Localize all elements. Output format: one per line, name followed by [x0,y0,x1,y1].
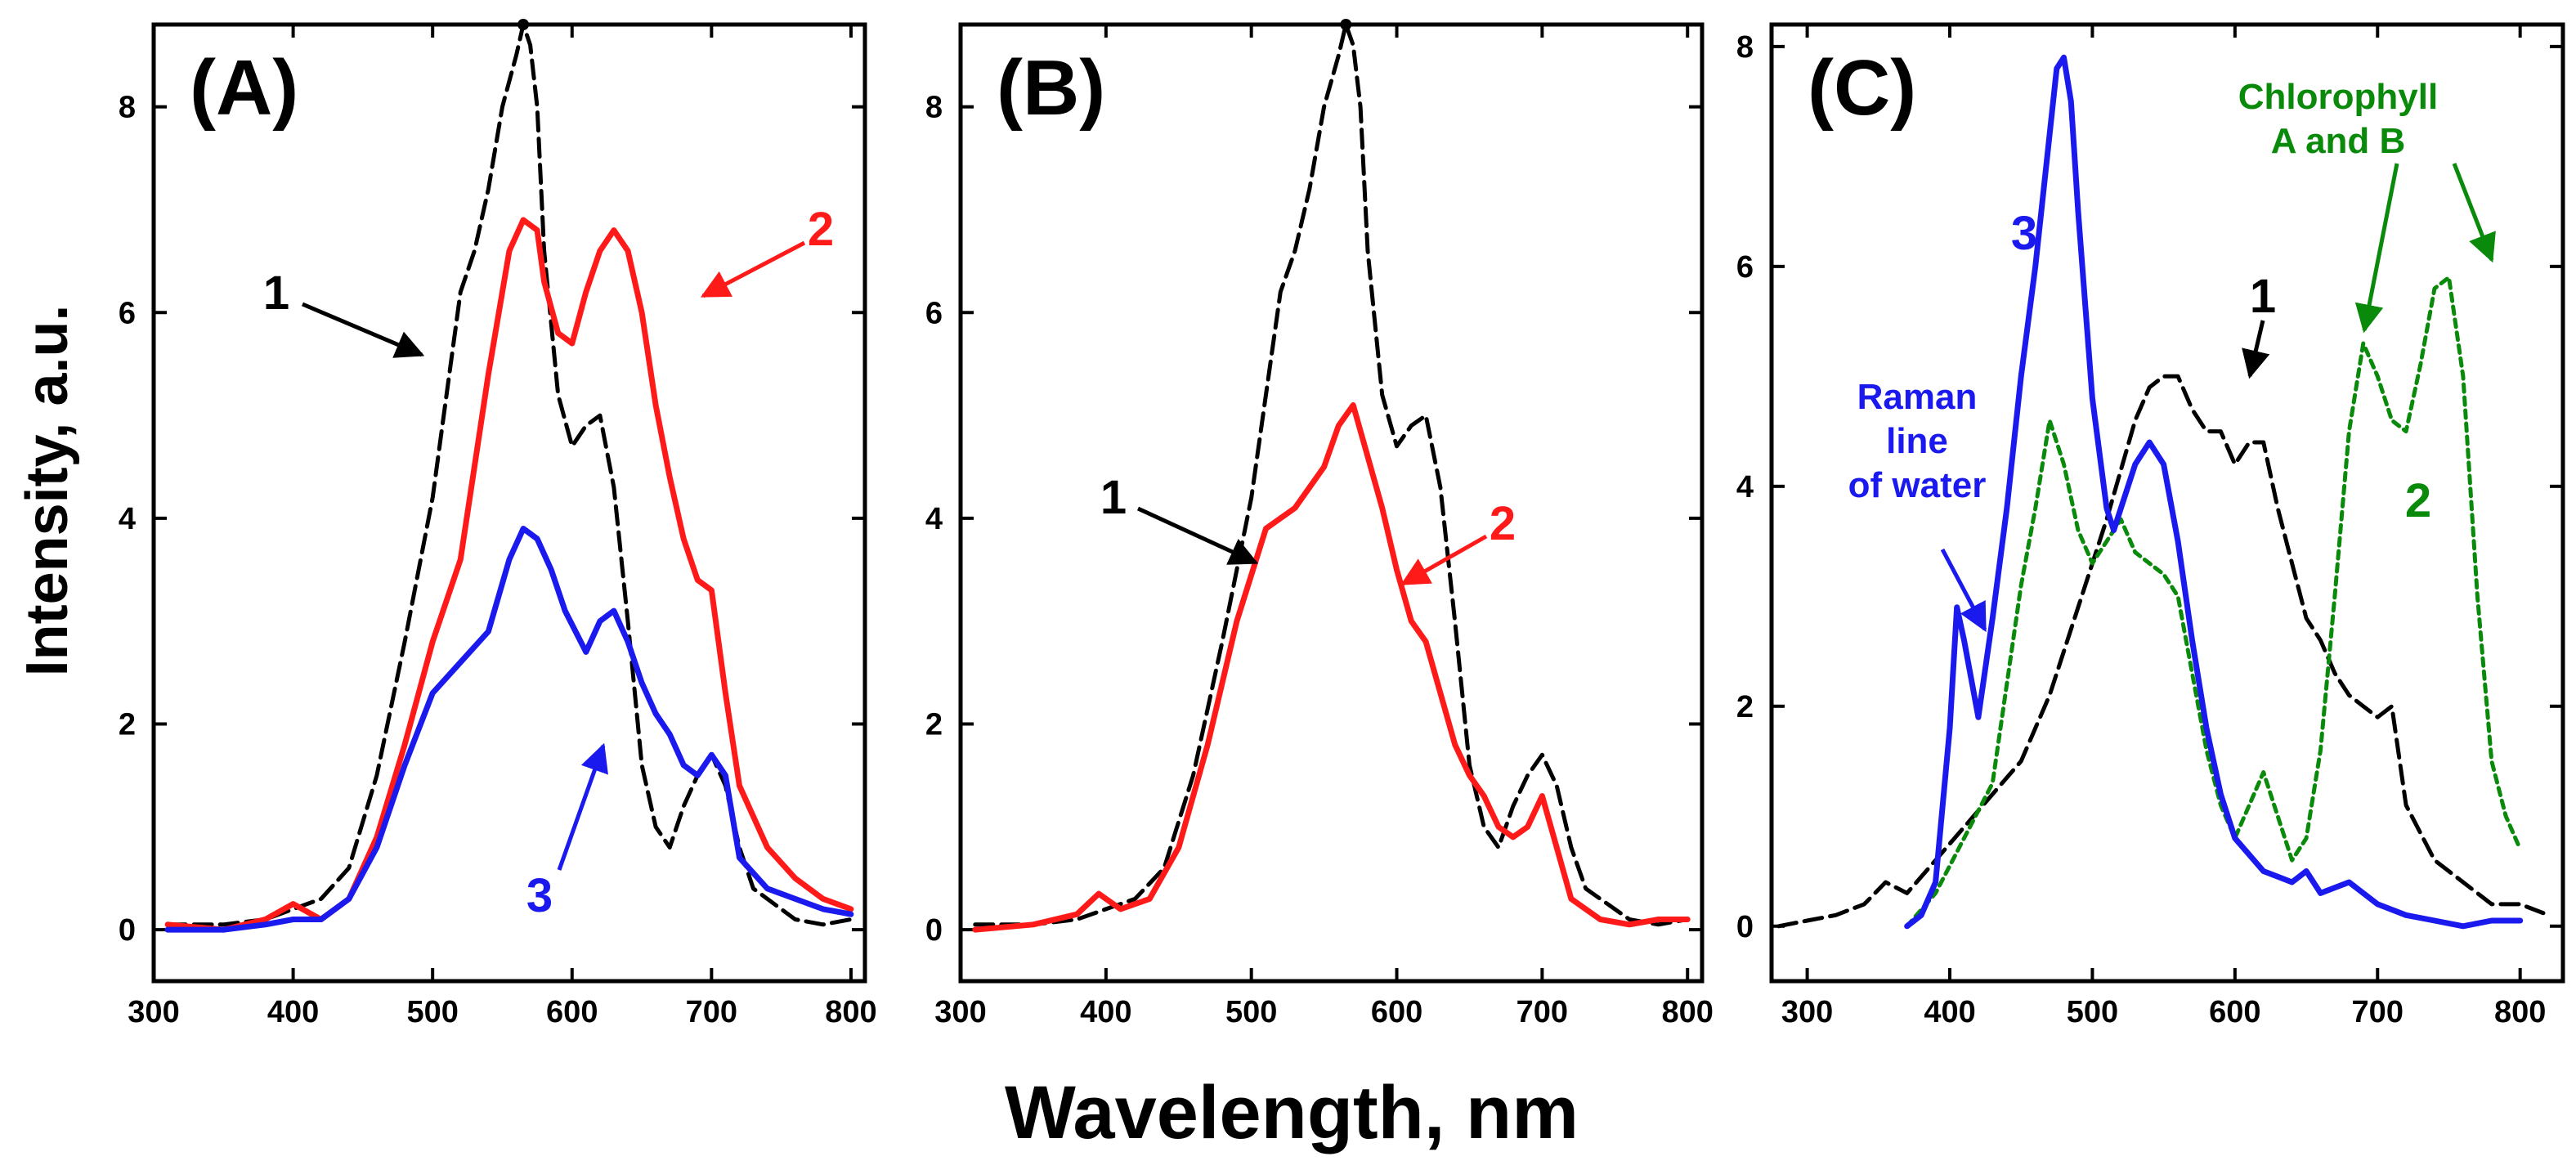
annotation-arrow [1940,548,1987,633]
y-tick-label: 2 [925,707,943,742]
curve-label-3: 3 [526,869,553,922]
series-line-1-black [165,22,853,927]
annotation-arrow [1136,506,1259,565]
y-tick-label: 2 [119,707,136,742]
annotation-text-line: A and B [2271,121,2406,161]
annotation-arrow [2242,320,2270,379]
curve-label-1: 1 [1100,471,1127,524]
chart-panel-3: 300 400 500 600 700 800 0 2 4 6 8 (C) 3 1 2 Ramanlineof… [1736,22,2565,1029]
y-tick-label: 6 [119,296,136,330]
x-tick-label: 700 [2352,995,2404,1029]
x-tick-label: 600 [1371,995,1422,1029]
y-tick-label: 8 [119,91,136,125]
curve-label-1: 1 [2250,270,2276,323]
y-tick-label: 4 [925,502,943,536]
x-tick-label: 800 [1662,995,1714,1029]
curve-label-2: 2 [808,203,834,256]
curve-label-2: 2 [2405,474,2431,527]
peak-marker [517,19,530,30]
chart-panel-1: 300 400 500 600 700 800 0 2 4 6 8 (A) 1 2 3 [119,19,877,1029]
y-tick-label: 0 [119,913,136,948]
annotation-arrow [557,742,608,871]
chart-panel-2: 300 400 500 600 700 800 0 2 4 6 8 (B) 1 2 [925,19,1714,1029]
curve-label-1: 1 [263,267,289,320]
curve-label-2: 2 [1490,497,1516,550]
plot-frame [958,22,1705,984]
x-tick-label: 500 [406,995,458,1029]
y-axis-title: Intensity, a.u. [15,305,80,677]
annotation-arrow [2354,163,2399,334]
x-tick-label: 600 [2209,995,2260,1029]
x-tick-label: 300 [1781,995,1833,1029]
y-tick-label: 0 [925,913,943,948]
series-line-2-red [972,402,1691,933]
curve-label-3: 3 [2011,207,2037,260]
annotation-text-line: line [1886,421,1948,461]
x-tick-label: 800 [825,995,876,1029]
y-tick-label: 8 [925,91,943,125]
x-axis-title: Wavelength, nm [1005,1071,1579,1154]
y-tick-label: 4 [119,502,136,536]
x-tick-label: 700 [686,995,737,1029]
x-tick-label: 500 [2067,995,2118,1029]
plot-frame [1769,22,2565,984]
panel-label: (C) [1808,44,1916,132]
peak-marker [1340,19,1352,30]
x-tick-label: 300 [128,995,179,1029]
annotation-arrow [2452,163,2496,263]
y-tick-label: 4 [1736,470,1754,504]
y-tick-label: 0 [1736,910,1754,944]
panel-label: (B) [997,44,1105,132]
x-tick-label: 400 [267,995,319,1029]
series-line-2-red [164,217,854,933]
x-tick-label: 600 [546,995,598,1029]
x-tick-label: 300 [934,995,986,1029]
annotation-text-line: Raman [1857,377,1978,417]
annotation-arrow [700,240,806,298]
y-tick-label: 6 [925,296,943,330]
x-tick-label: 400 [1924,995,1975,1029]
annotation-arrow [302,302,425,358]
series-line-1-black [973,22,1690,927]
y-tick-label: 8 [1736,30,1754,65]
series-line-3-blue [164,526,854,933]
x-tick-label: 700 [1516,995,1568,1029]
x-tick-label: 500 [1225,995,1277,1029]
annotation-text-line: Chlorophyll [2238,77,2438,117]
plot-frame [151,22,867,984]
x-tick-label: 800 [2494,995,2546,1029]
y-tick-label: 6 [1736,250,1754,285]
annotation-text-line: of water [1848,465,1987,505]
annotation-arrow [1400,534,1488,586]
series-line-3-blue [1904,54,2524,930]
panel-label: (A) [190,44,298,132]
series-line-2-green [1905,275,2523,929]
x-tick-label: 400 [1080,995,1131,1029]
y-tick-label: 2 [1736,690,1754,724]
